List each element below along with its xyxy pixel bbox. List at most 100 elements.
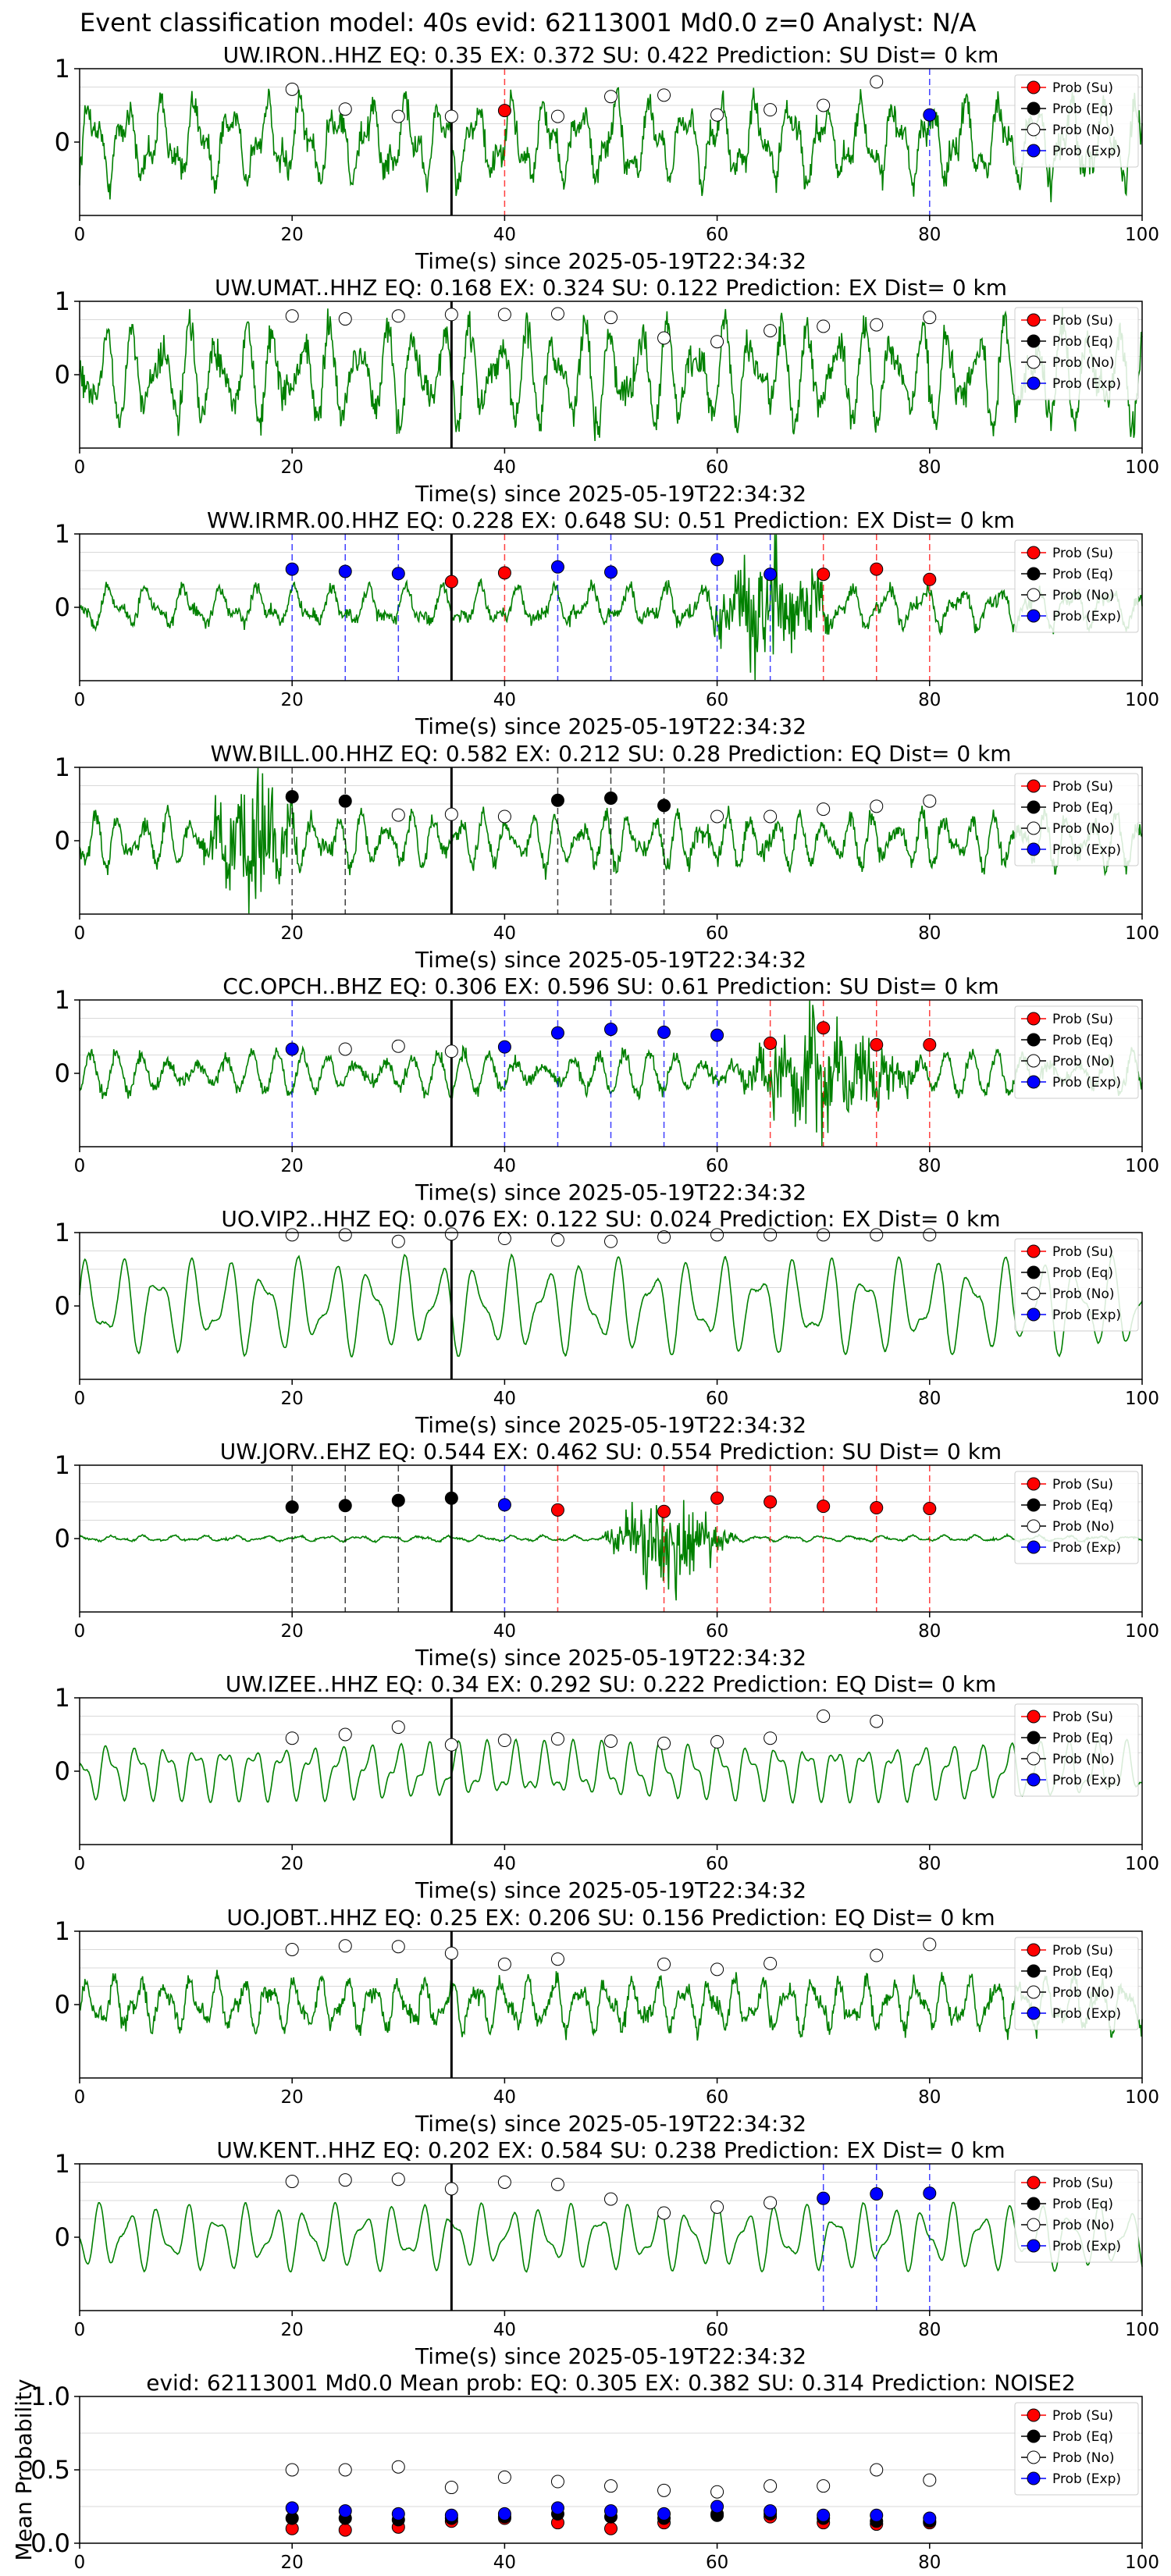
legend-label: Prob (Eq)	[1052, 567, 1113, 582]
x-tick-label: 80	[918, 1156, 941, 1176]
legend-marker	[1027, 779, 1041, 793]
legend-label: Prob (Su)	[1052, 1244, 1113, 1260]
subplot-1: UW.IRON..HHZ EQ: 0.35 EX: 0.372 SU: 0.42…	[55, 42, 1159, 274]
x-tick-label: 40	[493, 690, 516, 710]
legend-box	[1014, 1238, 1139, 1332]
prob-point-exp	[604, 1023, 618, 1037]
legend-label: Prob (Exp)	[1052, 1075, 1121, 1091]
legend-label: Prob (Exp)	[1052, 1773, 1121, 1788]
x-tick-label: 60	[706, 1389, 728, 1409]
mean-prob-point-no	[550, 2475, 564, 2489]
x-axis-label: Time(s) since 2025-05-19T22:34:32	[415, 2111, 806, 2137]
mean-prob-point-su	[604, 2521, 618, 2535]
prob-point-exp	[710, 553, 724, 567]
legend-marker	[1027, 609, 1041, 623]
y-tick-label: 0.0	[30, 2528, 70, 2558]
mean-prob-point-no	[763, 2479, 778, 2493]
subplot-title: UO.JOBT..HHZ EQ: 0.25 EX: 0.206 SU: 0.15…	[226, 1905, 995, 1930]
prob-point-no	[550, 1233, 564, 1247]
legend-marker	[1027, 2471, 1041, 2485]
prob-point-su	[817, 568, 831, 582]
prob-point-no	[763, 2196, 778, 2210]
mean-prob-point-no	[923, 2473, 937, 2487]
legend-label: Prob (No)	[1052, 355, 1115, 371]
prob-point-no	[604, 2192, 618, 2206]
legend-marker	[1027, 1054, 1041, 1068]
legend-marker	[1027, 1498, 1041, 1512]
x-tick-label: 60	[706, 2553, 728, 2573]
x-tick-label: 80	[918, 1854, 941, 1874]
legend-marker	[1027, 2176, 1041, 2190]
legend-label: Prob (Exp)	[1052, 1308, 1121, 1323]
prob-point-eq	[285, 790, 299, 804]
mean-prob-point-no	[391, 2460, 405, 2474]
x-tick-label: 60	[706, 2087, 728, 2108]
mean-prob-point-no	[870, 2463, 884, 2477]
prob-point-no	[923, 311, 937, 325]
prob-point-no	[710, 108, 724, 122]
x-tick-label: 100	[1125, 225, 1159, 245]
x-tick-label: 80	[918, 1621, 941, 1642]
prob-point-no	[817, 319, 831, 333]
y-axis-label: Mean Probability	[11, 2379, 37, 2560]
waveform-trace	[79, 1969, 1143, 2041]
y-tick-label: 0	[55, 592, 70, 622]
x-axis-label: Time(s) since 2025-05-19T22:34:32	[415, 713, 806, 739]
prob-point-eq	[657, 799, 671, 813]
x-axis-label: Time(s) since 2025-05-19T22:34:32	[415, 1877, 806, 1903]
y-tick-label: 0	[55, 1059, 70, 1088]
prob-point-no	[923, 794, 937, 808]
prob-point-su	[870, 562, 884, 576]
prob-point-no	[444, 1044, 458, 1059]
y-tick-label: 1	[55, 54, 70, 84]
legend-label: Prob (Su)	[1052, 1943, 1113, 1959]
legend-label: Prob (Su)	[1052, 80, 1113, 96]
prob-point-eq	[391, 1493, 405, 1507]
subplot-3: WW.IRMR.00.HHZ EQ: 0.228 EX: 0.648 SU: 0…	[55, 507, 1159, 739]
prob-point-no	[391, 1234, 405, 1248]
prob-point-no	[391, 1940, 405, 1954]
prob-point-exp	[338, 564, 352, 578]
prob-point-no	[604, 1234, 618, 1248]
x-tick-label: 60	[706, 1621, 728, 1642]
prob-point-no	[550, 307, 564, 321]
legend-label: Prob (No)	[1052, 1519, 1115, 1535]
prob-point-no	[657, 1230, 671, 1244]
x-tick-label: 40	[493, 923, 516, 944]
prob-point-no	[870, 1948, 884, 1962]
legend-marker	[1027, 123, 1041, 137]
prob-point-su	[923, 572, 937, 586]
prob-point-su	[763, 1495, 778, 1509]
x-axis-label: Time(s) since 2025-05-19T22:34:32	[415, 248, 806, 274]
legend-label: Prob (Exp)	[1052, 2239, 1121, 2254]
prob-point-eq	[338, 1499, 352, 1513]
prob-point-no	[285, 2175, 299, 2189]
mean-prob-point-exp	[870, 2508, 884, 2522]
legend-label: Prob (No)	[1052, 588, 1115, 603]
prob-point-no	[285, 1731, 299, 1745]
x-tick-label: 60	[706, 457, 728, 478]
x-tick-label: 40	[493, 2553, 516, 2573]
y-tick-label: 1	[55, 1916, 70, 1946]
x-tick-label: 80	[918, 457, 941, 478]
x-tick-label: 100	[1125, 2320, 1159, 2340]
prob-point-su	[444, 575, 458, 589]
legend-label: Prob (No)	[1052, 1054, 1115, 1069]
legend-marker	[1027, 1477, 1041, 1491]
legend-label: Prob (Exp)	[1052, 609, 1121, 624]
legend-marker	[1027, 1710, 1041, 1724]
subplot-10: UW.KENT..HHZ EQ: 0.202 EX: 0.584 SU: 0.2…	[55, 2137, 1159, 2369]
prob-point-no	[497, 809, 511, 824]
legend-label: Prob (Eq)	[1052, 800, 1113, 816]
legend-marker	[1027, 1308, 1041, 1322]
x-axis-label: Time(s) since 2025-05-19T22:34:32	[415, 2343, 806, 2369]
legend-box	[1014, 1005, 1139, 1099]
mean-prob-point-exp	[604, 2504, 618, 2518]
legend-label: Prob (Eq)	[1052, 2197, 1113, 2212]
x-tick-label: 0	[74, 457, 86, 478]
x-tick-label: 20	[281, 1854, 304, 1874]
subplot-4: WW.BILL.00.HHZ EQ: 0.582 EX: 0.212 SU: 0…	[55, 741, 1159, 973]
prob-point-no	[657, 88, 671, 102]
subplot-title: WW.IRMR.00.HHZ EQ: 0.228 EX: 0.648 SU: 0…	[207, 507, 1015, 533]
legend-label: Prob (Eq)	[1052, 1498, 1113, 1514]
